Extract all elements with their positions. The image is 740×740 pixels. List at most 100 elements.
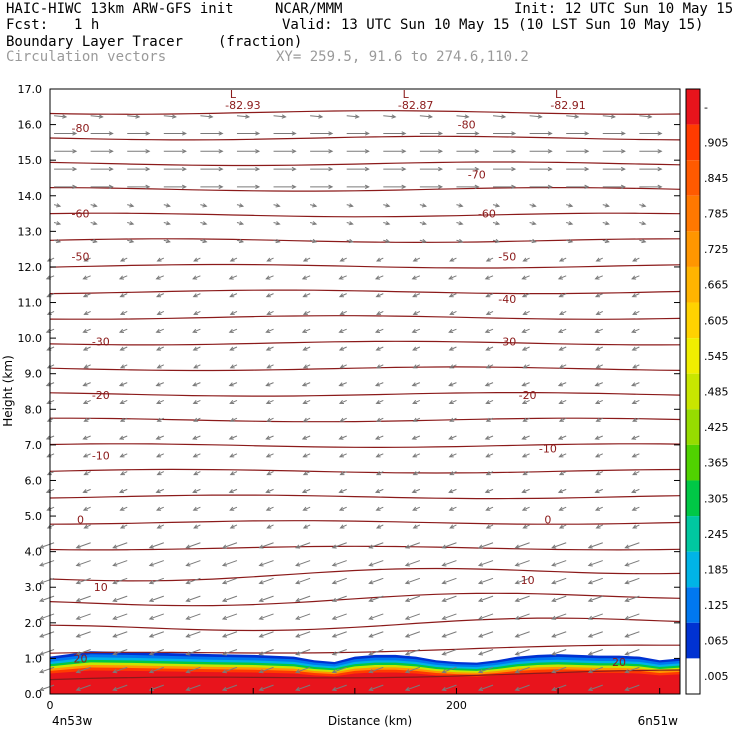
vector-head [145, 149, 151, 154]
vector-head [485, 471, 491, 476]
vector-head [631, 435, 637, 440]
vector-head [165, 221, 171, 226]
vector-shaft [83, 293, 91, 298]
vector-head [485, 400, 491, 405]
vector-head [339, 417, 345, 422]
vector-shaft [192, 435, 201, 440]
vector-head [118, 382, 124, 387]
vector-head [631, 400, 637, 405]
vector-head [557, 489, 563, 494]
vector-head [148, 597, 154, 603]
vector-head [229, 453, 235, 458]
vector-shaft [267, 310, 274, 315]
vector-head [118, 275, 124, 280]
vector-shaft [332, 613, 347, 620]
vector-head [221, 686, 227, 692]
vector-head [620, 131, 626, 136]
vector-shaft [449, 382, 457, 387]
vector-head [551, 669, 557, 674]
vector-head [657, 131, 663, 136]
vector-head [404, 615, 410, 620]
vector-head [641, 221, 647, 226]
vector-head [148, 580, 154, 585]
vector-head [155, 489, 161, 494]
vector-head [484, 328, 490, 333]
vector-shaft [639, 115, 652, 118]
vector-shaft [47, 524, 55, 529]
vector-head [412, 293, 418, 298]
vector-shaft [412, 275, 421, 280]
vector-shaft [486, 417, 494, 422]
vector-head [193, 364, 199, 369]
vector-shaft [631, 275, 640, 280]
vector-shaft [266, 275, 274, 280]
vector-shaft [340, 310, 347, 315]
vector-head [295, 544, 301, 549]
colorbar-swatch [686, 516, 700, 552]
vector-shaft [478, 649, 494, 655]
vector-shaft [76, 649, 91, 655]
vector-shaft [631, 382, 640, 387]
vector-head [551, 686, 557, 692]
vector-shaft [552, 631, 567, 638]
vector-head [477, 544, 484, 549]
vector-shaft [259, 649, 274, 655]
vector-head [547, 166, 553, 172]
vector-shaft [552, 666, 567, 673]
vector-head [192, 435, 198, 440]
vector-head [647, 114, 653, 119]
vector-shaft [625, 560, 640, 567]
vector-head [368, 686, 374, 692]
vector-shaft [552, 649, 567, 655]
vector-head [438, 166, 444, 172]
vector-head [83, 364, 89, 369]
vector-head [624, 669, 630, 674]
vector-shaft [47, 506, 55, 511]
vector-head [118, 435, 124, 440]
vector-shaft [295, 560, 311, 567]
vector-shaft [369, 631, 384, 638]
isotherm-line [49, 545, 681, 551]
vector-head [521, 293, 527, 298]
vector-head [620, 184, 626, 190]
vector-shaft [339, 346, 347, 351]
vector-head [485, 506, 491, 511]
vector-shaft [515, 613, 530, 620]
contour-label: -10 [539, 442, 557, 455]
colorbar-label: .065 [704, 635, 729, 648]
vector-head [587, 651, 593, 656]
vector-shaft [449, 328, 457, 333]
vector-head [594, 506, 601, 511]
vector-shaft [559, 293, 567, 298]
vector-head [75, 544, 81, 549]
vector-head [632, 364, 638, 369]
vector-shaft [47, 310, 55, 315]
vector-shaft [413, 310, 421, 315]
vector-shaft [412, 435, 421, 440]
vector-shaft [193, 471, 201, 476]
vector-head [331, 615, 337, 620]
vector-shaft [192, 328, 201, 333]
vector-shaft [485, 435, 494, 440]
vector-shaft [442, 666, 457, 673]
contour-label: -20 [519, 389, 537, 402]
vector-shaft [595, 435, 603, 440]
vector-head [38, 597, 45, 603]
colorbar-label: .545 [704, 350, 729, 363]
vector-head [368, 544, 374, 549]
vector-head [624, 544, 630, 549]
vector-shaft [267, 471, 274, 476]
y-tick-label: 1.0 [25, 652, 43, 665]
vector-head [45, 328, 51, 333]
vector-shaft [375, 382, 384, 387]
low-value: -82.87 [398, 99, 433, 112]
vector-head [338, 275, 344, 280]
vector-shaft [596, 364, 603, 369]
vector-head [514, 686, 520, 692]
vector-head [192, 293, 198, 298]
vector-head [156, 293, 162, 298]
vector-head [511, 131, 517, 136]
vector-shaft [113, 666, 128, 673]
vector-shaft [39, 577, 55, 584]
vector-shaft [39, 542, 55, 549]
